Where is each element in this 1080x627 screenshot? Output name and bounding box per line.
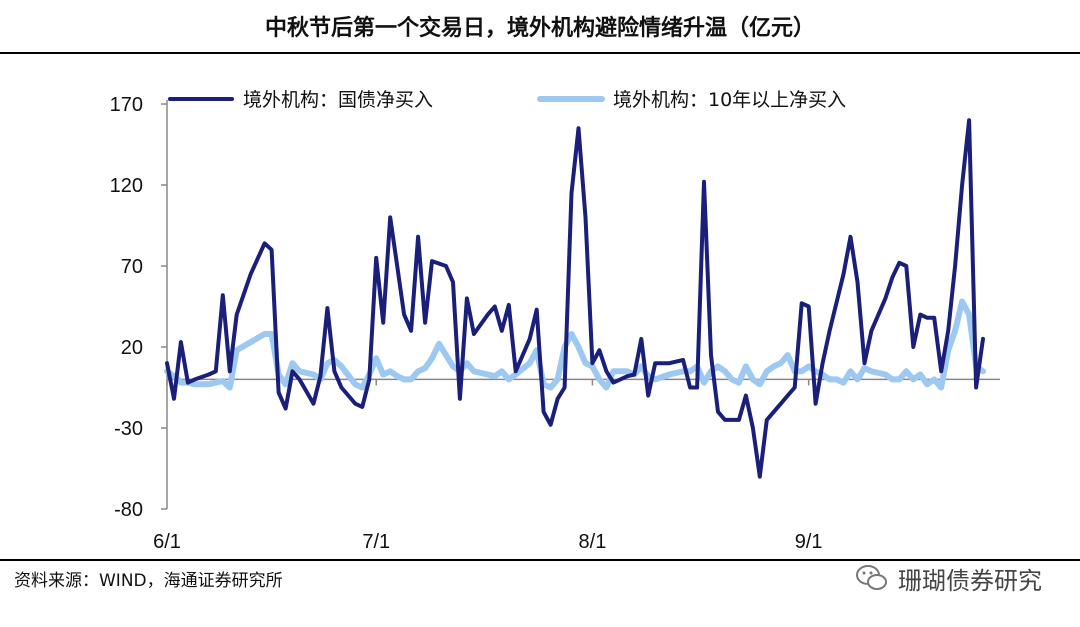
x-tick-label: 9/1 [795, 531, 823, 553]
wechat-icon [856, 565, 887, 590]
x-tick-label: 6/1 [153, 531, 181, 553]
title-divider [0, 52, 1080, 54]
chart-title: 中秋节后第一个交易日，境外机构避险情绪升温（亿元） [264, 16, 815, 41]
x-axis: 6/1 7/1 8/1 9/1 [153, 378, 1000, 553]
watermark-text: 珊瑚债券研究 [898, 566, 1042, 595]
series-line-1 [165, 118, 985, 479]
y-tick-label: 20 [121, 337, 143, 359]
line-chart: 170 120 70 20 -30 -80 6/1 7/1 8/1 9/1 境外机构：国债净买入… [110, 89, 1000, 553]
footer-divider [0, 559, 1080, 561]
y-tick-label: -30 [114, 418, 143, 440]
legend: 境外机构：国债净买入 境外机构：10年以上净买入 [168, 89, 846, 111]
legend-label-1: 境外机构：国债净买入 [243, 89, 433, 111]
x-tick-label: 8/1 [579, 531, 607, 553]
y-tick-label: -80 [114, 499, 143, 521]
y-tick-label: 120 [110, 175, 143, 197]
legend-label-2: 境外机构：10年以上净买入 [613, 89, 846, 111]
watermark: 珊瑚债券研究 [854, 560, 1042, 596]
x-tick-label: 7/1 [362, 531, 390, 553]
y-tick-label: 70 [121, 256, 143, 278]
y-axis: 170 120 70 20 -30 -80 [110, 94, 168, 521]
y-tick-label: 170 [110, 94, 143, 116]
series-lines [164, 118, 986, 479]
source-note: 资料来源：WIND，海通证券研究所 [14, 571, 283, 591]
